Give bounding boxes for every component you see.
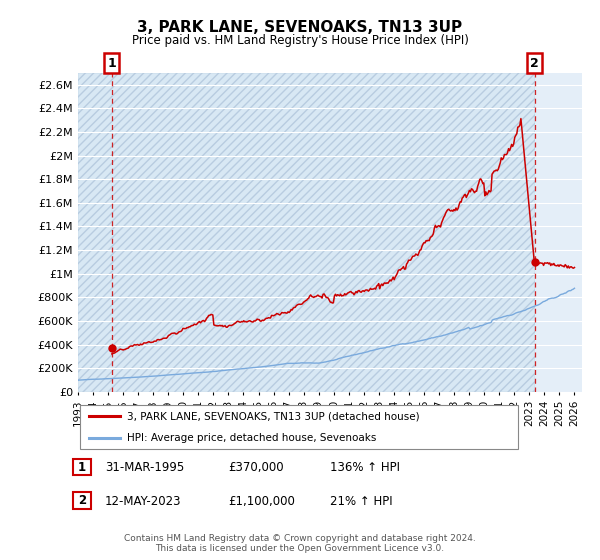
Text: 3, PARK LANE, SEVENOAKS, TN13 3UP (detached house): 3, PARK LANE, SEVENOAKS, TN13 3UP (detac…: [127, 411, 419, 421]
Text: £370,000: £370,000: [228, 461, 284, 474]
Text: 1: 1: [78, 460, 86, 474]
Text: Contains HM Land Registry data © Crown copyright and database right 2024.
This d: Contains HM Land Registry data © Crown c…: [124, 534, 476, 553]
Text: 2: 2: [530, 57, 539, 69]
Text: £1,100,000: £1,100,000: [228, 494, 295, 508]
FancyBboxPatch shape: [80, 405, 518, 449]
Text: 3, PARK LANE, SEVENOAKS, TN13 3UP: 3, PARK LANE, SEVENOAKS, TN13 3UP: [137, 20, 463, 35]
Text: 21% ↑ HPI: 21% ↑ HPI: [330, 494, 392, 508]
Text: HPI: Average price, detached house, Sevenoaks: HPI: Average price, detached house, Seve…: [127, 433, 376, 443]
Text: 136% ↑ HPI: 136% ↑ HPI: [330, 461, 400, 474]
Text: 12-MAY-2023: 12-MAY-2023: [105, 494, 182, 508]
Text: 2: 2: [78, 494, 86, 507]
Text: 31-MAR-1995: 31-MAR-1995: [105, 461, 184, 474]
Text: 1: 1: [107, 57, 116, 69]
Text: Price paid vs. HM Land Registry's House Price Index (HPI): Price paid vs. HM Land Registry's House …: [131, 34, 469, 46]
